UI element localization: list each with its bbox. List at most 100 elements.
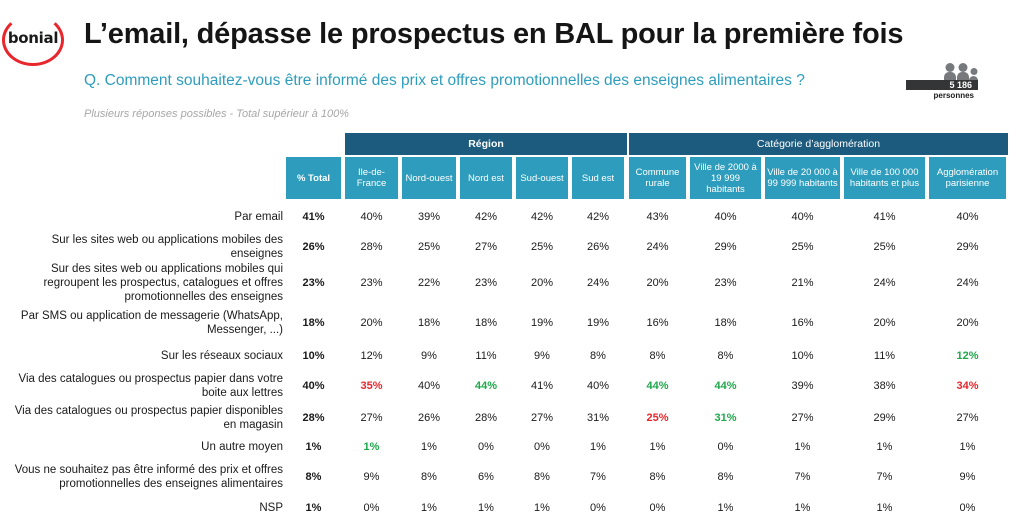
row-label: Via des catalogues ou prospectus papier … [14,405,283,431]
logo-ring [2,14,64,66]
table-cell: 31% [714,412,737,424]
table-cell: 41% [873,211,896,223]
table-cell: 21% [791,277,814,289]
table-cell: 29% [873,412,896,424]
table-cell: 12% [360,350,383,362]
table-cell: 9% [959,471,976,483]
table-cell: 1% [794,441,811,453]
table-cell: 18% [302,317,325,329]
table-cell: 9% [534,350,550,362]
table-cell: 8% [717,471,734,483]
row-label: Par email [234,211,283,223]
table-cell: 29% [956,241,979,253]
table-cell: 1% [959,441,976,453]
table-cell: 28% [360,241,383,253]
table-cell: 16% [791,317,814,329]
table-cell: 29% [714,241,737,253]
table-cell: 44% [714,380,737,392]
table-cell: 19% [530,317,554,329]
table-cell: 42% [586,211,610,223]
column-header: Ville de 100 000 habitants et plus [844,157,925,199]
table-cell: 0% [534,441,550,453]
table-cell: 12% [956,350,979,362]
table-cell: 8% [421,471,437,483]
table-cell: 34% [956,380,979,392]
table-cell: 23% [302,277,325,289]
table-cell: 20% [873,317,896,329]
table-cell: 25% [791,241,814,253]
table-cell: 31% [586,412,610,424]
table-cell: 0% [363,502,380,514]
column-header: Ville de 2000 à 19 999 habitants [690,157,761,199]
table-cell: 18% [714,317,737,329]
table-cell: 42% [530,211,554,223]
table-cell: 20% [956,317,979,329]
respondent-label: personnes [933,91,974,100]
table-cell: 1% [305,502,322,514]
table-cell: 40% [956,211,979,223]
row-label: NSP [259,502,283,514]
column-header: Ile-de-France [345,157,398,199]
table-cell: 6% [478,471,494,483]
table-cell: 7% [876,471,893,483]
table-cell: 40% [714,211,737,223]
table-cell: 23% [360,277,383,289]
column-header: Sud est [572,157,624,199]
table-cell: 1% [478,502,494,514]
table-cell: 25% [646,412,669,424]
table-cell: 1% [421,441,437,453]
table-cell: 1% [421,502,437,514]
table-cell: 1% [363,441,380,453]
table-cell: 18% [474,317,498,329]
table-cell: 25% [873,241,896,253]
table-cell: 1% [876,502,893,514]
table-cell: 39% [791,380,814,392]
group-header-agglomeration: Catégorie d’agglomération [629,133,1008,155]
table-cell: 0% [717,441,734,453]
table-cell: 43% [646,211,669,223]
row-label: Sur les sites web ou applications mobile… [51,234,283,260]
table-cell: 7% [590,471,606,483]
table-cell: 24% [956,277,979,289]
column-header: % Total [286,157,341,199]
table-cell: 40% [586,380,610,392]
table-cell: 24% [873,277,896,289]
table-cell: 28% [474,412,498,424]
row-label: Sur les réseaux sociaux [160,350,283,362]
table-cell: 44% [646,380,669,392]
table-cell: 42% [474,211,498,223]
bonial-logo: bonial [2,14,64,66]
row-label: Un autre moyen [201,441,283,453]
column-header: Ville de 20 000 à 99 999 habitants [765,157,840,199]
table-cell: 22% [417,277,441,289]
table-cell: 1% [876,441,893,453]
table-cell: 8% [590,350,606,362]
table-cell: 0% [590,502,606,514]
row-label: Sur des sites web ou applications mobile… [43,263,283,303]
table-cell: 35% [360,380,383,392]
table-cell: 27% [956,412,979,424]
table-cell: 7% [794,471,811,483]
table-cell: 10% [302,350,325,362]
page-title: L’email, dépasse le prospectus en BAL po… [84,18,904,50]
logo-text: bonial [7,29,59,47]
table-cell: 0% [478,441,494,453]
table-cell: 11% [873,350,896,362]
table-cell: 8% [649,471,666,483]
table-cell: 41% [530,380,554,392]
table-cell: 27% [474,241,498,253]
table-cell: 8% [534,471,550,483]
group-header-region: Région [345,133,627,155]
column-header: Nord est [460,157,512,199]
table-cell: 19% [586,317,610,329]
table-cell: 9% [421,350,437,362]
table-cell: 25% [530,241,554,253]
table-cell: 8% [717,350,734,362]
row-label: Vous ne souhaitez pas être informé des p… [14,464,283,490]
table-cell: 27% [360,412,383,424]
table-cell: 24% [586,277,610,289]
column-header: Sud-ouest [516,157,568,199]
table-cell: 24% [646,241,669,253]
row-label: Par SMS ou application de messagerie (Wh… [20,310,283,336]
table-cell: 8% [649,350,666,362]
